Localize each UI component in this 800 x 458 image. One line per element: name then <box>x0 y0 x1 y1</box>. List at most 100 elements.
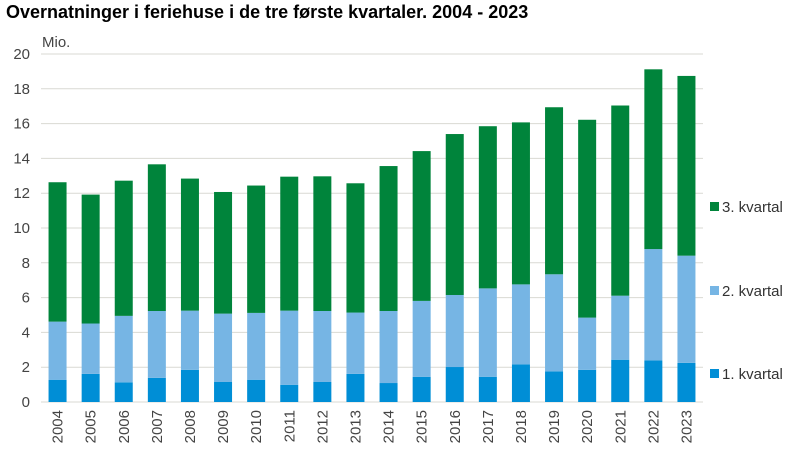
bar-2008-series-2 <box>180 310 199 370</box>
chart-title: Overnatninger i feriehuse i de tre først… <box>6 2 529 22</box>
y-axis-unit-label: Mio. <box>42 34 70 51</box>
y-tick-label: 18 <box>13 81 30 98</box>
bar-2023-series-2 <box>677 255 696 363</box>
bar-2007-series-1 <box>147 377 166 402</box>
bar-2022-series-2 <box>644 249 663 361</box>
bar-2015-series-2 <box>412 300 431 377</box>
bar-2021-series-1 <box>611 359 630 402</box>
y-tick-label: 12 <box>13 185 30 202</box>
bar-2005-series-3 <box>81 194 100 324</box>
bar-2021-series-2 <box>611 295 630 360</box>
x-tick-label: 2007 <box>149 410 166 443</box>
x-tick-label: 2008 <box>182 410 199 443</box>
bar-2013-series-2 <box>346 312 365 374</box>
bar-2012-series-3 <box>313 176 332 311</box>
bar-2016-series-3 <box>445 134 464 295</box>
bar-2019-series-2 <box>545 274 564 372</box>
y-tick-label: 6 <box>22 290 30 307</box>
legend-swatch <box>710 286 719 295</box>
x-tick-label: 2021 <box>612 410 629 443</box>
bar-2007-series-2 <box>147 310 166 378</box>
bar-2017-series-2 <box>478 288 497 377</box>
bar-2008-series-3 <box>180 178 199 311</box>
x-tick-label: 2006 <box>116 410 133 443</box>
bar-2006-series-2 <box>114 315 133 383</box>
bar-2004-series-1 <box>48 379 67 402</box>
x-tick-label: 2011 <box>281 410 298 442</box>
x-tick-label: 2020 <box>579 410 596 443</box>
y-tick-label: 0 <box>22 394 30 411</box>
y-tick-label: 16 <box>13 116 30 133</box>
bar-2010-series-2 <box>247 312 266 380</box>
bar-2010-series-3 <box>247 185 266 313</box>
x-tick-label: 2005 <box>83 410 100 443</box>
bar-2020-series-2 <box>578 317 597 370</box>
bar-2009-series-3 <box>214 191 233 314</box>
x-tick-label: 2022 <box>645 410 662 443</box>
bar-2014-series-1 <box>379 383 398 402</box>
legend-swatch <box>710 369 719 378</box>
bar-2019-series-1 <box>545 371 564 402</box>
bar-2006-series-3 <box>114 180 133 316</box>
bar-2016-series-2 <box>445 294 464 368</box>
bar-2010-series-1 <box>247 379 266 402</box>
y-tick-label: 2 <box>22 359 30 376</box>
bar-2013-series-3 <box>346 183 365 313</box>
bar-2023-series-1 <box>677 362 696 402</box>
bar-2016-series-1 <box>445 367 464 402</box>
bar-2005-series-1 <box>81 373 100 402</box>
bar-2023-series-3 <box>677 75 696 256</box>
y-tick-label: 10 <box>13 220 30 237</box>
bar-2014-series-3 <box>379 166 398 311</box>
bar-2018-series-3 <box>511 122 530 285</box>
bar-2020-series-1 <box>578 369 597 402</box>
x-tick-label: 2010 <box>248 410 265 443</box>
bar-2015-series-3 <box>412 151 431 301</box>
bar-2018-series-2 <box>511 284 530 365</box>
bar-2012-series-1 <box>313 381 332 402</box>
x-tick-label: 2014 <box>381 410 398 443</box>
y-tick-label: 4 <box>22 324 30 341</box>
x-tick-label: 2015 <box>414 410 431 443</box>
bar-2011-series-1 <box>280 384 299 402</box>
bar-2017-series-3 <box>478 126 497 289</box>
bar-2006-series-1 <box>114 382 133 402</box>
legend-swatch <box>710 202 719 211</box>
bar-2009-series-2 <box>214 313 233 382</box>
legend-label: 3. kvartal <box>722 199 783 216</box>
bar-2013-series-1 <box>346 373 365 402</box>
bar-2004-series-2 <box>48 321 67 380</box>
bar-2005-series-2 <box>81 323 100 374</box>
x-tick-label: 2012 <box>314 410 331 443</box>
bar-2004-series-3 <box>48 182 67 322</box>
bar-2011-series-3 <box>280 176 299 311</box>
y-tick-label: 8 <box>22 255 30 272</box>
bar-2018-series-1 <box>511 364 530 402</box>
x-tick-label: 2009 <box>215 410 232 443</box>
bar-2022-series-3 <box>644 69 663 250</box>
bar-2015-series-1 <box>412 376 431 402</box>
bar-2021-series-3 <box>611 105 630 296</box>
bar-2012-series-2 <box>313 310 332 382</box>
bar-2017-series-1 <box>478 376 497 402</box>
bar-2019-series-3 <box>545 107 564 275</box>
legend-label: 2. kvartal <box>722 283 783 300</box>
x-tick-label: 2013 <box>347 410 364 443</box>
x-tick-label: 2018 <box>513 410 530 443</box>
x-tick-label: 2004 <box>50 410 67 443</box>
x-tick-label: 2019 <box>546 410 563 443</box>
y-tick-label: 20 <box>13 46 30 63</box>
x-tick-label: 2023 <box>678 410 695 443</box>
bar-2009-series-1 <box>214 381 233 402</box>
bar-2020-series-3 <box>578 119 597 318</box>
bar-2014-series-2 <box>379 310 398 384</box>
bar-2011-series-2 <box>280 310 299 385</box>
legend-label: 1. kvartal <box>722 366 783 383</box>
bar-2008-series-1 <box>180 369 199 402</box>
x-tick-label: 2016 <box>447 410 464 443</box>
x-tick-label: 2017 <box>480 410 497 443</box>
y-tick-label: 14 <box>13 150 30 167</box>
bar-2007-series-3 <box>147 164 166 311</box>
bar-2022-series-1 <box>644 360 663 402</box>
